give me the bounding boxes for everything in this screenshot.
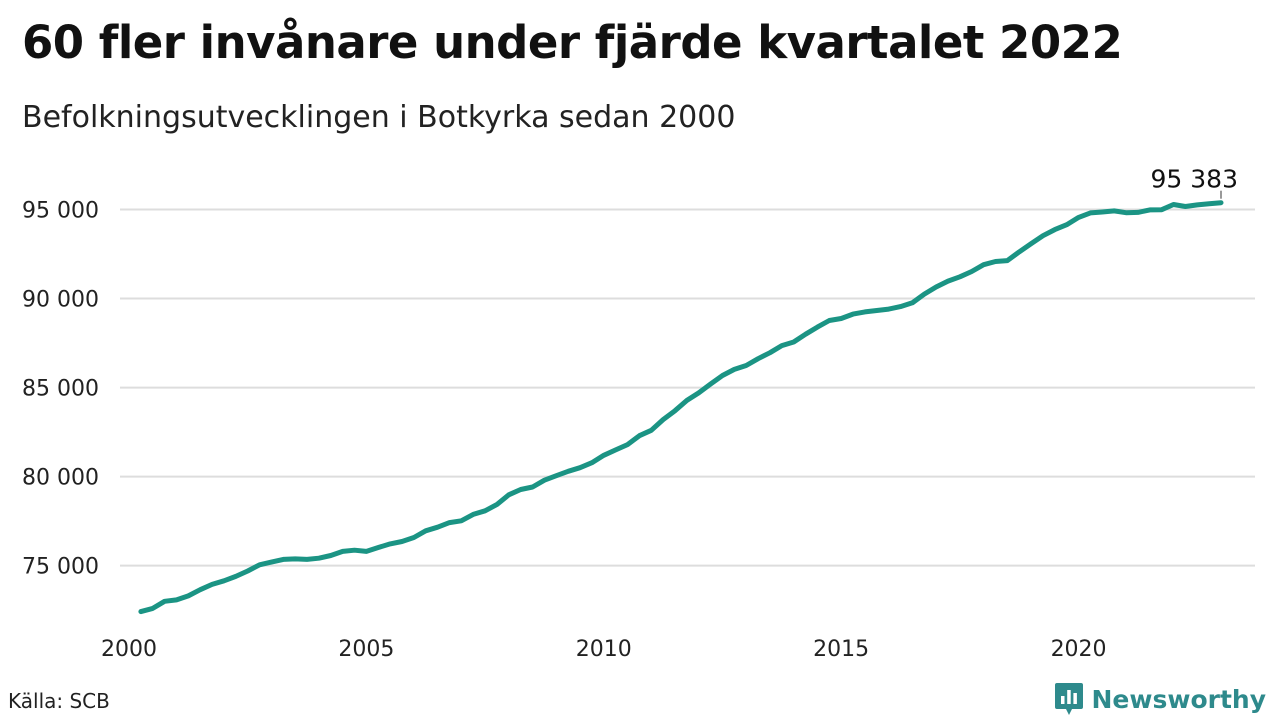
x-tick-label: 2010 — [576, 637, 632, 662]
y-tick-label: 90 000 — [22, 288, 99, 313]
newsworthy-logo-icon — [1054, 683, 1083, 715]
x-axis-labels: 2000 2005 2010 2015 2020 — [101, 637, 1107, 662]
end-value-label: 95 383 — [1151, 165, 1238, 194]
source-note: Källa: SCB — [8, 689, 110, 713]
chart-subtitle: Befolkningsutvecklingen i Botkyrka sedan… — [22, 100, 736, 135]
chart-title: 60 fler invånare under fjärde kvartalet … — [22, 16, 1123, 69]
y-tick-label: 80 000 — [22, 466, 99, 491]
gridlines — [120, 208, 1255, 567]
x-tick-label: 2000 — [101, 637, 157, 662]
brand-name: Newsworthy — [1091, 684, 1267, 714]
y-tick-label: 95 000 — [22, 199, 99, 224]
x-tick-label: 2015 — [813, 637, 869, 662]
brand-logo: Newsworthy — [1054, 682, 1267, 716]
y-tick-label: 75 000 — [22, 555, 99, 580]
y-axis-labels: 75 000 80 000 85 000 90 000 95 000 — [22, 199, 99, 580]
end-annotation: 95 383 — [1151, 165, 1238, 199]
y-tick-label: 85 000 — [22, 377, 99, 402]
series-line — [138, 200, 1224, 615]
series-layer — [138, 200, 1224, 615]
x-tick-label: 2005 — [338, 637, 394, 662]
x-tick-label: 2020 — [1051, 637, 1107, 662]
